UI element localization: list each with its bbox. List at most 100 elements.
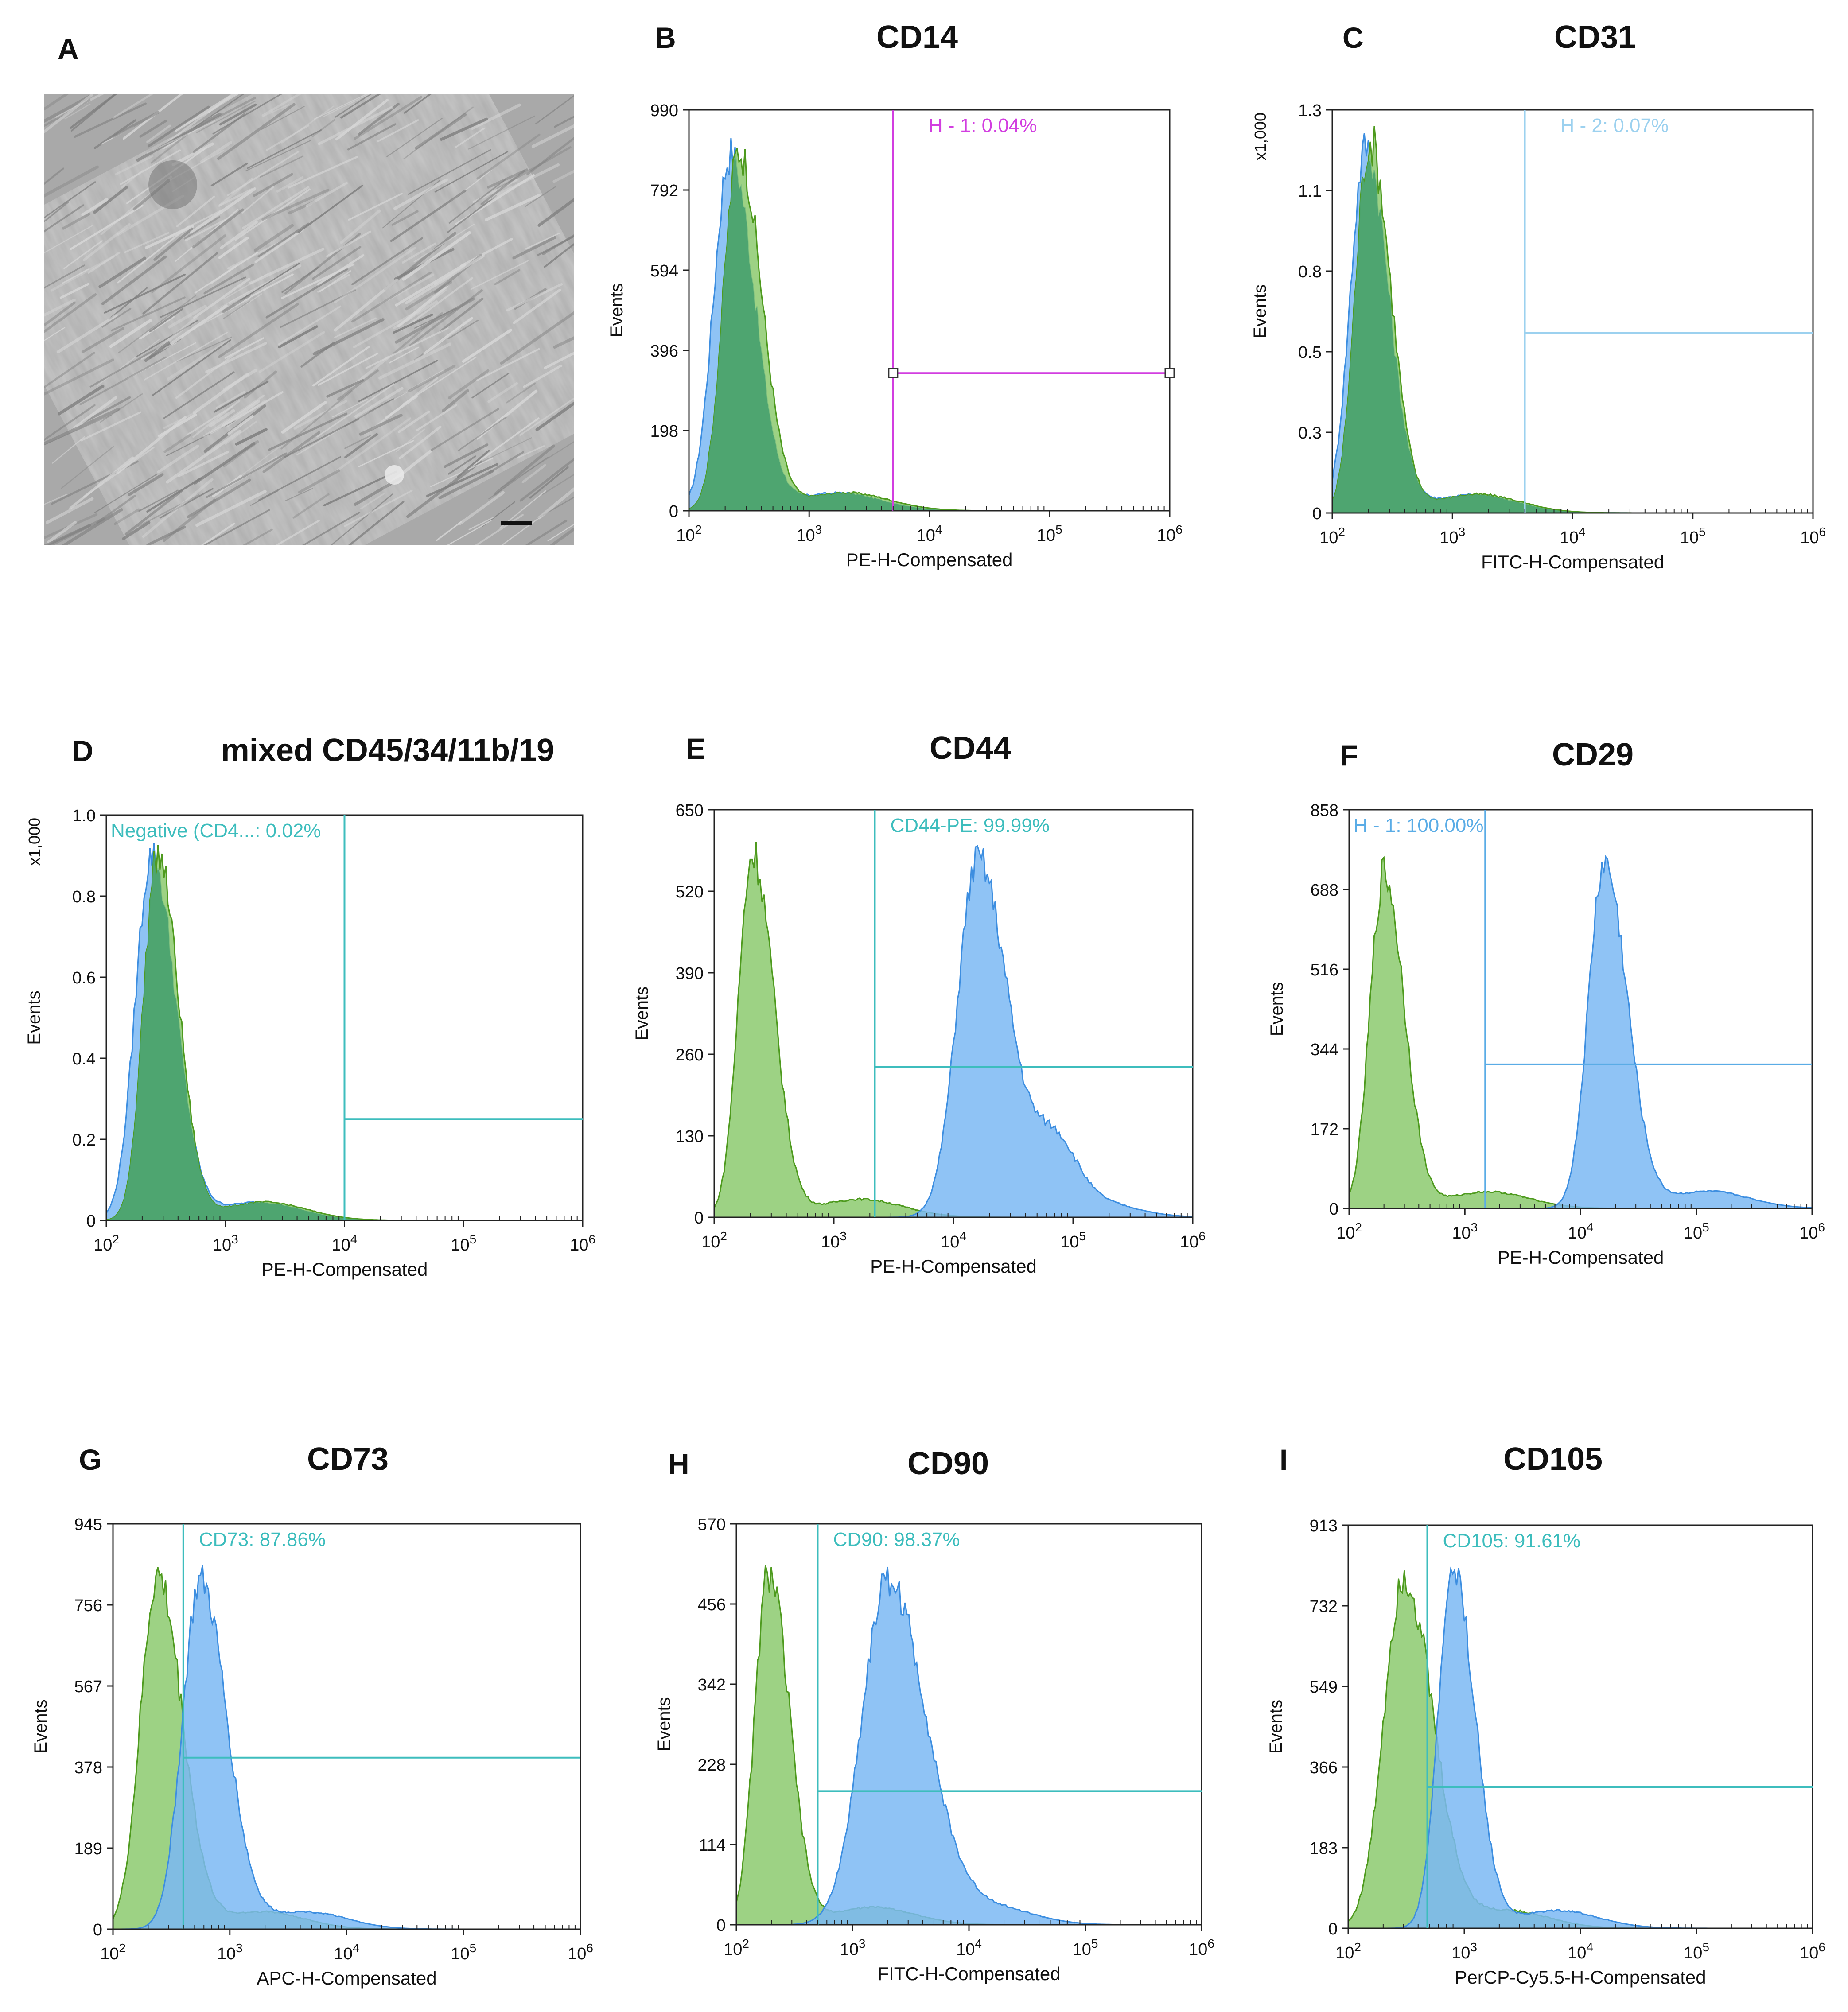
cell-streak xyxy=(192,400,241,438)
chart-title: CD31 xyxy=(1554,19,1636,55)
gate-handle[interactable] xyxy=(1164,368,1175,378)
cell-streak xyxy=(222,440,259,467)
dark-spot xyxy=(148,160,197,209)
cell-streak xyxy=(360,493,385,510)
y-tick-label: 0 xyxy=(1312,505,1322,523)
cell-streak xyxy=(209,409,235,427)
cell-streak xyxy=(302,512,361,545)
cell-streak xyxy=(554,116,574,128)
cell-streak xyxy=(470,260,529,290)
cell-streak xyxy=(44,94,70,111)
cell-streak xyxy=(317,353,378,386)
cell-streak xyxy=(203,264,254,295)
cell-streak xyxy=(62,268,89,284)
cell-streak xyxy=(544,352,574,369)
cell-streak xyxy=(487,163,560,201)
gate-label: CD90: 98.37% xyxy=(833,1529,960,1550)
cell-streak xyxy=(206,452,288,498)
cell-streak xyxy=(276,176,304,193)
cell-streak xyxy=(313,94,368,120)
cell-streak xyxy=(344,489,413,527)
y-axis-label: Events xyxy=(1266,1700,1286,1754)
cell-streak xyxy=(281,105,335,144)
cell-streak xyxy=(127,342,196,379)
cell-streak xyxy=(249,248,325,285)
cell-streak xyxy=(281,401,327,434)
panel-letter-h: H xyxy=(668,1448,689,1480)
cell-streak xyxy=(96,495,136,524)
cell-streak xyxy=(187,478,251,519)
cell-streak xyxy=(316,383,395,438)
cell-streak xyxy=(195,489,267,527)
y-tick-label: 1.1 xyxy=(1298,182,1322,201)
cell-streak xyxy=(423,317,473,355)
cell-streak xyxy=(44,524,91,545)
cell-streak xyxy=(172,97,256,142)
x-axis-label: FITC-H-Compensated xyxy=(1481,552,1664,572)
x-tick-label: 106 xyxy=(570,1232,595,1255)
y-tick-label: 456 xyxy=(698,1596,726,1614)
cell-streak xyxy=(224,337,265,359)
cell-streak xyxy=(225,420,257,445)
cell-streak xyxy=(485,194,541,221)
cell-streak xyxy=(74,102,147,138)
cell-streak xyxy=(354,96,422,140)
cell-streak xyxy=(471,373,510,399)
cell-streak xyxy=(163,498,216,542)
cell-streak xyxy=(335,417,412,473)
cell-streak xyxy=(218,237,249,259)
cell-streak xyxy=(258,456,341,501)
cell-streak xyxy=(227,240,283,270)
cell-streak xyxy=(253,224,294,252)
gate-handle[interactable] xyxy=(888,368,899,378)
cell-streak xyxy=(227,415,254,435)
y-tick-label: 520 xyxy=(676,883,704,901)
cell-streak xyxy=(448,179,506,224)
cell-streak xyxy=(56,314,118,353)
x-tick-label: 105 xyxy=(1684,1940,1709,1962)
cell-streak xyxy=(89,343,165,388)
cell-streak xyxy=(506,382,536,404)
y-tick-label: 390 xyxy=(676,964,704,983)
x-tick-label: 103 xyxy=(1451,1940,1477,1962)
cell-streak xyxy=(408,365,456,392)
cell-streak xyxy=(512,236,556,260)
cell-streak xyxy=(426,463,498,497)
cell-streak xyxy=(287,156,358,189)
cell-streak xyxy=(434,151,509,193)
cell-streak xyxy=(344,435,371,449)
y-tick-label: 858 xyxy=(1311,801,1338,820)
y-tick-label: 0.3 xyxy=(1298,424,1322,443)
cell-streak xyxy=(331,493,393,545)
cell-streak xyxy=(278,325,318,349)
cell-streak xyxy=(487,168,529,189)
cell-streak xyxy=(137,494,199,527)
cell-streak xyxy=(165,430,242,484)
cell-streak xyxy=(83,447,155,498)
cell-streak xyxy=(335,98,389,141)
cell-streak xyxy=(147,105,210,148)
cell-streak xyxy=(203,509,270,545)
cell-streak xyxy=(305,182,348,207)
cell-streak xyxy=(447,195,497,233)
cell-streak xyxy=(395,263,466,307)
chart-title: CD90 xyxy=(907,1446,989,1481)
x-tick-label: 102 xyxy=(1319,525,1345,547)
y-tick-label: 0 xyxy=(716,1916,726,1935)
cell-streak xyxy=(405,280,452,311)
cell-streak xyxy=(401,242,436,264)
cell-streak xyxy=(347,123,397,151)
cell-streak xyxy=(218,303,299,358)
x-tick-label: 104 xyxy=(1568,1220,1594,1243)
cell-streak xyxy=(519,458,574,502)
cell-streak xyxy=(408,149,491,195)
gate-label: H - 1: 100.00% xyxy=(1354,815,1484,836)
cell-streak xyxy=(159,488,214,519)
cell-streak xyxy=(458,491,505,525)
cell-streak xyxy=(160,276,246,318)
cell-streak xyxy=(193,277,250,319)
cell-streak xyxy=(44,358,115,396)
x-tick-label: 104 xyxy=(941,1229,966,1251)
cell-streak xyxy=(318,106,393,145)
